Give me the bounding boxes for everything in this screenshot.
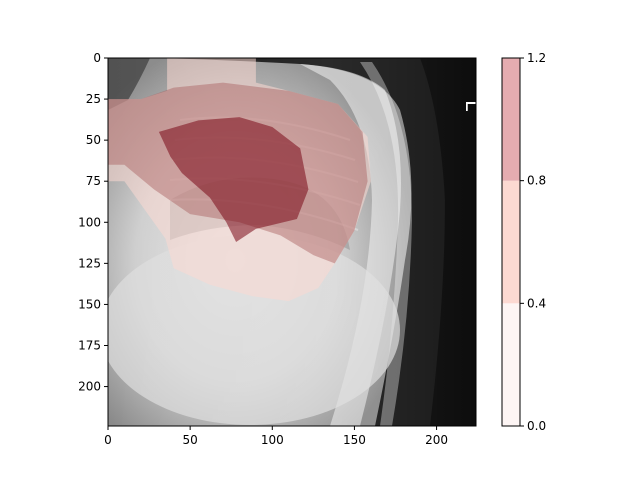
x-tick-label: 150 [343,433,366,447]
x-tick-label: 50 [183,433,198,447]
colorbar-band [502,303,520,426]
overlay-region-3 [158,117,309,242]
colorbar: 0.0 0.4 0.8 1.2 [501,51,546,433]
y-tick-label: 125 [78,256,101,270]
y-tick-label: 150 [78,297,101,311]
y-tick-label: 200 [78,380,101,394]
y-tick-label: 100 [78,215,101,229]
x-tick-label: 200 [425,433,448,447]
x-tick-label: 0 [104,433,112,447]
colorbar-band [502,58,520,181]
axes-frame [107,57,477,427]
colorbar-tick-label: 0.0 [527,419,546,433]
colorbar-tick-label: 0.8 [527,174,546,188]
y-tick-label: 75 [86,174,101,188]
y-tick-label: 175 [78,339,101,353]
y-tick-label: 50 [86,133,101,147]
x-tick-label: 100 [261,433,284,447]
x-axis: 0 50 100 150 200 [104,426,448,447]
y-tick-label: 0 [93,51,101,65]
colorbar-tick-label: 0.4 [527,296,546,310]
y-tick-label: 25 [86,92,101,106]
side-marker-letter: L [461,100,485,112]
plot-area: L [108,58,485,426]
colorbar-tick-label: 1.2 [527,51,546,65]
heatmap-overlay [108,58,371,302]
y-axis: 0 25 50 75 100 125 150 175 200 [78,51,108,394]
colorbar-frame [501,57,521,427]
colorbar-band [502,180,520,304]
